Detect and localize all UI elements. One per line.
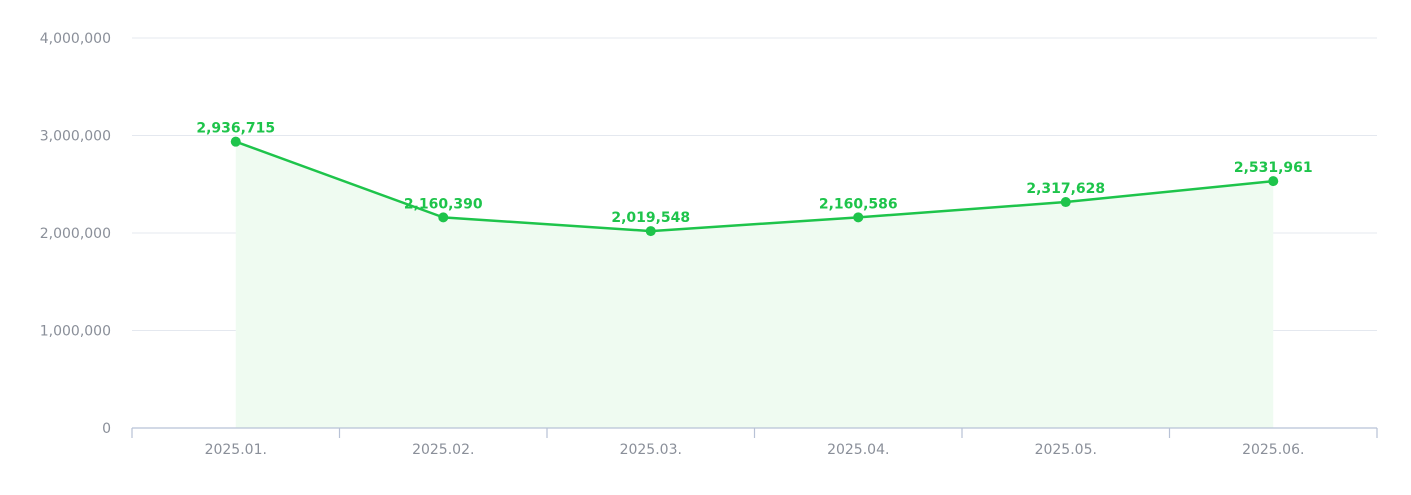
area-fill-group	[235, 141, 1274, 428]
data-label: 2,531,961	[1234, 160, 1313, 176]
series-line	[234, 140, 1275, 233]
data-point[interactable]	[1268, 176, 1279, 187]
x-tick-label: 2025.01.	[205, 442, 267, 458]
x-tick-label: 2025.02.	[412, 442, 474, 458]
data-points	[230, 136, 1279, 237]
y-tick-label: 3,000,000	[40, 129, 111, 145]
data-label: 2,019,548	[611, 210, 690, 226]
x-tick-label: 2025.05.	[1035, 442, 1097, 458]
data-point[interactable]	[853, 212, 864, 223]
y-tick-label: 4,000,000	[40, 31, 111, 47]
series-line-group	[234, 140, 1275, 233]
x-axis	[131, 427, 1378, 438]
data-label: 2,160,390	[404, 196, 483, 212]
y-tick-label: 2,000,000	[40, 226, 111, 242]
data-labels: 2,936,715 2,160,390 2,019,548 2,160,586 2,31…	[196, 121, 1312, 226]
data-point[interactable]	[1060, 197, 1071, 208]
area-fill	[235, 141, 1274, 428]
data-point[interactable]	[230, 136, 241, 147]
data-label: 2,936,715	[196, 121, 275, 137]
y-tick-label: 1,000,000	[40, 324, 111, 340]
data-label: 2,317,628	[1026, 181, 1105, 197]
y-tick-label: 0	[102, 421, 111, 437]
x-tick-label: 2025.04.	[827, 442, 889, 458]
x-tick-label: 2025.06.	[1242, 442, 1304, 458]
data-label: 2,160,586	[819, 196, 898, 212]
y-axis-labels: 0 1,000,000 2,000,000 3,000,000 4,000,000	[40, 31, 111, 437]
data-point[interactable]	[645, 226, 656, 237]
x-tick-label: 2025.03.	[620, 442, 682, 458]
data-point[interactable]	[438, 212, 449, 223]
x-axis-labels: 2025.01. 2025.02. 2025.03. 2025.04. 2025.05.…	[205, 442, 1305, 458]
